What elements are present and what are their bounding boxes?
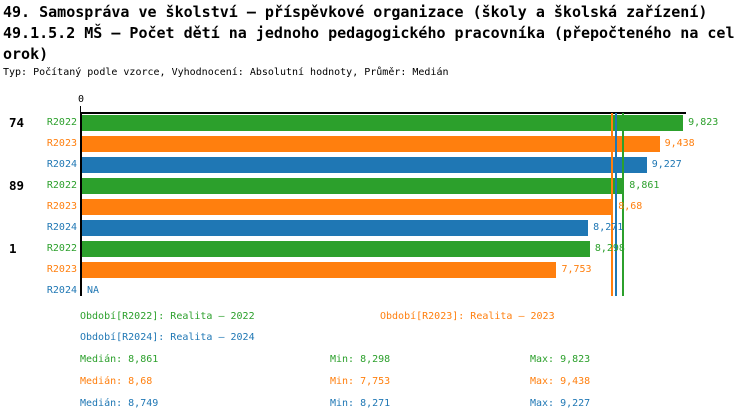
- bar-value-label-1-r2022: 8,298: [594, 243, 625, 254]
- bar-value-label-74-r2023: 9,438: [664, 138, 695, 149]
- bar-value-label-74-r2022: 9,823: [688, 117, 719, 128]
- row-series-label-1-r2022: R2022: [46, 243, 77, 254]
- legend-period-r2024: Období[R2024]: Realita – 2024: [80, 332, 255, 343]
- bar-1-r2022: [82, 241, 590, 257]
- page-title-line-3: orok): [3, 45, 49, 63]
- axis-tick: [80, 106, 81, 112]
- stat-median-r2023: Medián: 8,68: [80, 376, 153, 387]
- bar-value-label-89-r2023: 8,68: [618, 201, 643, 212]
- stat-median-r2022: Medián: 8,861: [80, 354, 159, 365]
- bar-74-r2024: [82, 157, 647, 173]
- row-series-label-89-r2022: R2022: [46, 180, 77, 191]
- group-label-1: 1: [9, 241, 17, 256]
- stat-min-r2023: Min: 7,753: [330, 376, 391, 387]
- bar-value-label-89-r2022: 8,861: [629, 180, 660, 191]
- row-series-label-74-r2022: R2022: [46, 117, 77, 128]
- row-series-label-1-r2024: R2024: [46, 285, 77, 296]
- bar-1-r2023: [82, 262, 557, 278]
- chart-meta-line: Typ: Počítaný podle vzorce, Vyhodnocení:…: [3, 67, 449, 78]
- stat-min-r2024: Min: 8,271: [330, 398, 391, 409]
- bar-74-r2023: [82, 136, 660, 152]
- median-line-r2022: [622, 113, 625, 296]
- stat-median-r2024: Medián: 8,749: [80, 398, 159, 409]
- stat-max-r2022: Max: 9,823: [530, 354, 591, 365]
- median-line-r2023: [611, 113, 614, 296]
- legend-period-r2023: Období[R2023]: Realita – 2023: [380, 311, 555, 322]
- group-label-89: 89: [9, 178, 25, 193]
- bar-89-r2022: [82, 178, 625, 194]
- row-series-label-74-r2024: R2024: [46, 159, 77, 170]
- axis-vertical-line: [80, 112, 82, 296]
- stat-max-r2023: Max: 9,438: [530, 376, 591, 387]
- stat-max-r2024: Max: 9,227: [530, 398, 591, 409]
- row-series-label-74-r2023: R2023: [46, 138, 77, 149]
- group-label-74: 74: [9, 115, 25, 130]
- bar-value-label-74-r2024: 9,227: [651, 159, 682, 170]
- legend-period-r2022: Období[R2022]: Realita – 2022: [80, 311, 255, 322]
- row-series-label-89-r2024: R2024: [46, 222, 77, 233]
- stat-min-r2022: Min: 8,298: [330, 354, 391, 365]
- bar-value-label-89-r2024: 8,271: [593, 222, 624, 233]
- bar-74-r2022: [82, 115, 684, 131]
- bar-value-label-1-r2024: NA: [87, 285, 100, 296]
- row-series-label-89-r2023: R2023: [46, 201, 77, 212]
- page-title-line-1: 49. Samospráva ve školství – příspěvkové…: [3, 3, 708, 21]
- page-title-line-2: 49.1.5.2 MŠ – Počet dětí na jednoho peda…: [3, 24, 735, 42]
- row-series-label-1-r2023: R2023: [46, 264, 77, 275]
- axis-top-line: [80, 112, 686, 114]
- axis-origin-label: 0: [77, 94, 85, 105]
- bar-89-r2024: [82, 220, 589, 236]
- median-line-r2024: [615, 113, 618, 296]
- bar-value-label-1-r2023: 7,753: [561, 264, 592, 275]
- bar-89-r2023: [82, 199, 614, 215]
